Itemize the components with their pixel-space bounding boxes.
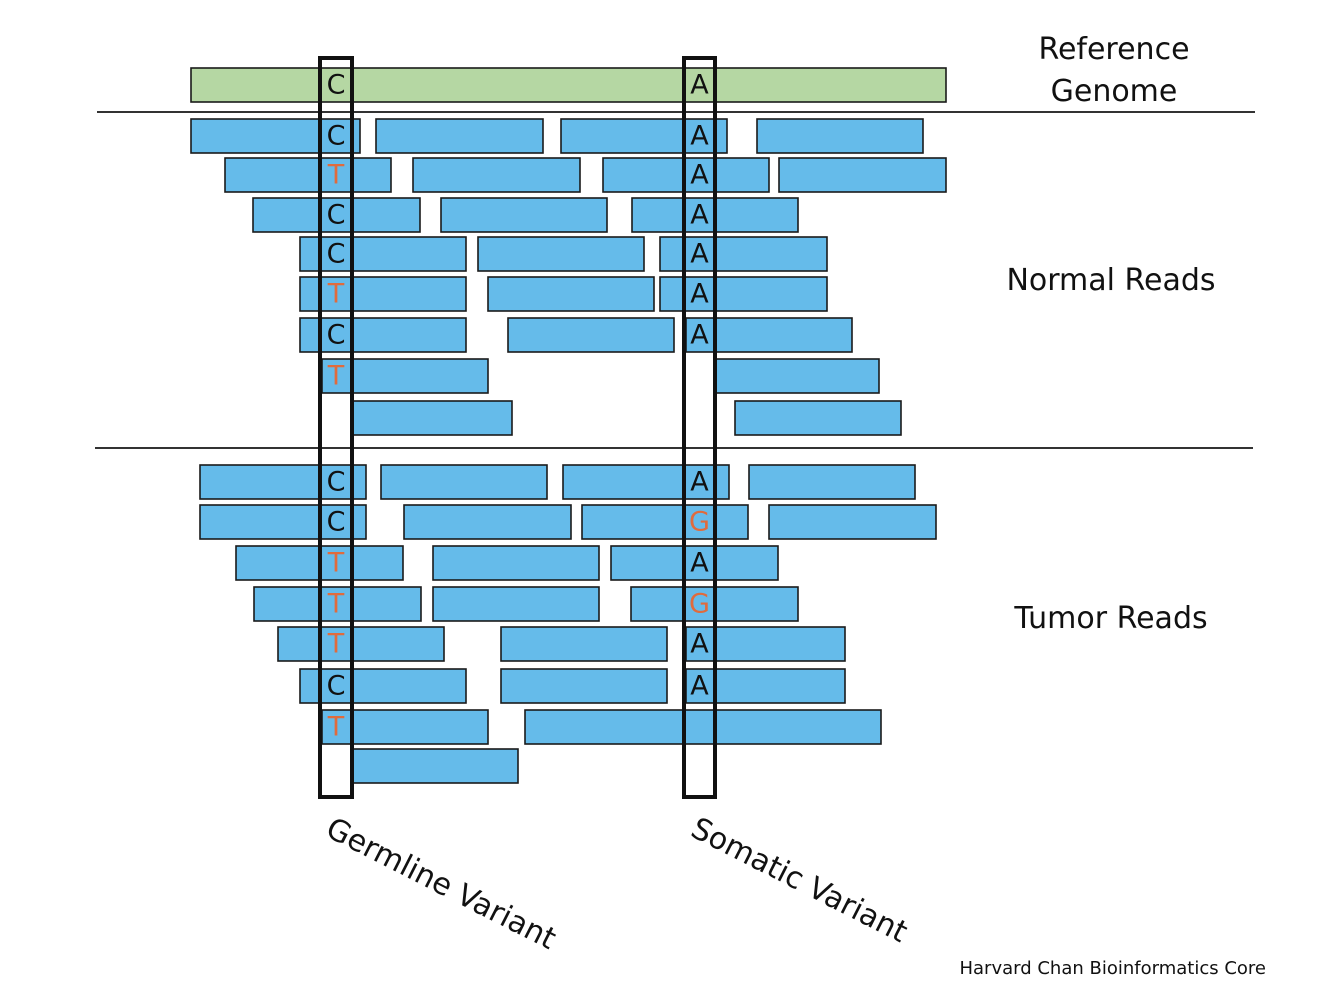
tumor-read [610,545,779,581]
tumor-somatic-base: A [690,671,709,702]
normal-read [224,157,392,193]
normal-germline-base: T [327,279,345,310]
tumor-read [299,668,467,704]
tumor-read [685,668,846,704]
normal-read [299,236,467,272]
normal-somatic-base: A [690,160,709,191]
normal-read [560,118,728,154]
normal-read [778,157,947,193]
tumor-read [562,464,730,500]
tumor-read [403,504,572,540]
tumor-read [199,464,367,500]
normal-read [412,157,581,193]
reference-genome-bar [190,67,947,103]
tumor-germline-base: T [327,712,345,743]
normal-germline-base: T [327,160,345,191]
normal-read [440,197,608,233]
normal-read [734,400,902,436]
tumor-germline-base: T [327,548,345,579]
normal-read [351,400,513,436]
tumor-read [277,626,445,662]
tumor-read [500,626,668,662]
tumor-read [500,668,668,704]
tumor-read [581,504,749,540]
normal-read [714,358,880,394]
normal-read [299,317,467,353]
tumor-somatic-base: A [690,467,709,498]
reference-genome-label-line2: Genome [1051,74,1178,109]
variant-columns [318,56,717,799]
normal-germline-base: C [327,239,346,270]
tumor-read [199,504,367,540]
tumor-germline-base: C [327,507,346,538]
tumor-somatic-base: A [690,629,709,660]
normal-read [477,236,645,272]
tumor-germline-base: T [327,589,345,620]
tumor-read [432,545,600,581]
tumor-read [768,504,937,540]
germline-variant-column [318,56,354,799]
reference-germline-base: C [327,70,346,101]
normal-germline-base: C [327,200,346,231]
normal-somatic-base: A [690,279,709,310]
tumor-somatic-base: A [690,548,709,579]
normal-germline-base: T [327,361,345,392]
tumor-read [380,464,548,500]
tumor-read [321,709,489,745]
reference-genome-label-line1: Reference [1038,32,1189,67]
normal-read [756,118,924,154]
normal-read [321,358,489,394]
normal-reads-label: Normal Reads [1006,263,1215,298]
normal-read [375,118,544,154]
normal-somatic-base: A [690,239,709,270]
somatic-variant-column [682,56,717,799]
normal-germline-base: C [327,320,346,351]
normal-read [252,197,421,233]
normal-somatic-base: A [690,320,709,351]
tumor-germline-base: C [327,467,346,498]
normal-read [659,276,828,312]
tumor-read [748,464,916,500]
tumor-read [351,748,519,784]
reads-layer [190,67,947,784]
tumor-germline-base: C [327,671,346,702]
normal-read [507,317,675,353]
tumor-somatic-base: G [689,589,710,620]
tumor-somatic-base: G [689,507,710,538]
credit-text: Harvard Chan Bioinformatics Core [959,958,1266,979]
tumor-reads-label: Tumor Reads [1013,601,1207,636]
normal-read [299,276,467,312]
tumor-read [524,709,882,745]
tumor-read [253,586,422,622]
tumor-read [432,586,600,622]
germline-variant-label: Germline Variant [320,811,561,957]
section-separators [95,111,1255,449]
normal-somatic-base: A [690,121,709,152]
somatic-variant-label: Somatic Variant [685,811,913,950]
normal-read [190,118,361,154]
normal-read [685,317,853,353]
normal-read [659,236,828,272]
reference-somatic-base: A [690,70,709,101]
normal-germline-base: C [327,121,346,152]
tumor-read [685,626,846,662]
tumor-germline-base: T [327,629,345,660]
normal-read [487,276,655,312]
normal-somatic-base: A [690,200,709,231]
